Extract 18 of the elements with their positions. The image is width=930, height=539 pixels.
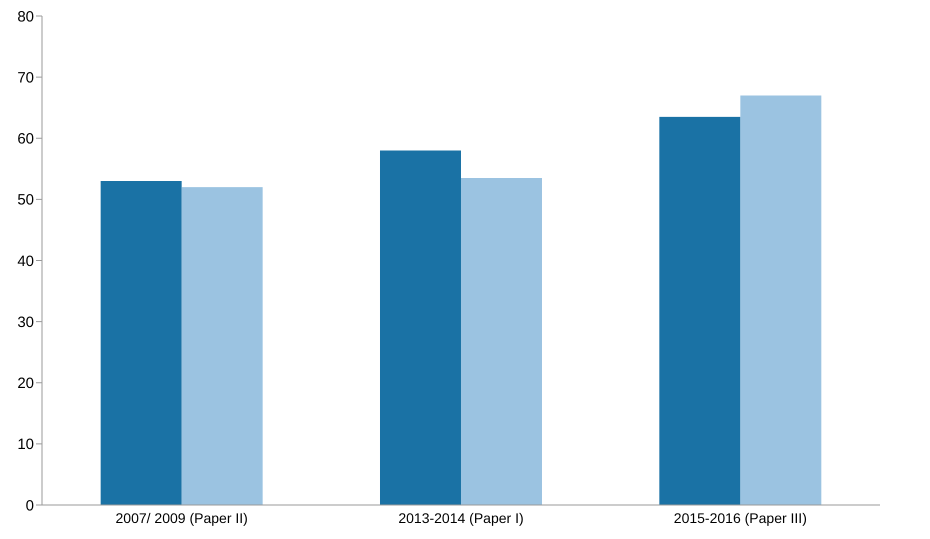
y-tick-label: 60	[17, 130, 34, 148]
y-tick-label: 80	[17, 8, 34, 26]
bar	[740, 95, 822, 505]
bar	[380, 150, 461, 505]
x-tick-label: 2007/ 2009 (Paper II)	[116, 510, 248, 526]
y-tick-label: 20	[17, 375, 34, 392]
y-tick-label: 50	[17, 192, 34, 209]
bar	[182, 187, 263, 505]
y-tick-label: 40	[17, 252, 34, 270]
bar	[100, 181, 182, 505]
x-tick-label: 2015-2016 (Paper III)	[674, 510, 807, 526]
y-tick-label: 70	[17, 69, 34, 86]
bar	[460, 178, 542, 505]
bar	[659, 116, 740, 505]
y-tick-label: 0	[26, 497, 34, 514]
x-tick-label: 2013-2014 (Paper I)	[398, 510, 524, 526]
y-tick-label: 10	[17, 436, 34, 454]
y-tick-label: 30	[17, 314, 34, 331]
